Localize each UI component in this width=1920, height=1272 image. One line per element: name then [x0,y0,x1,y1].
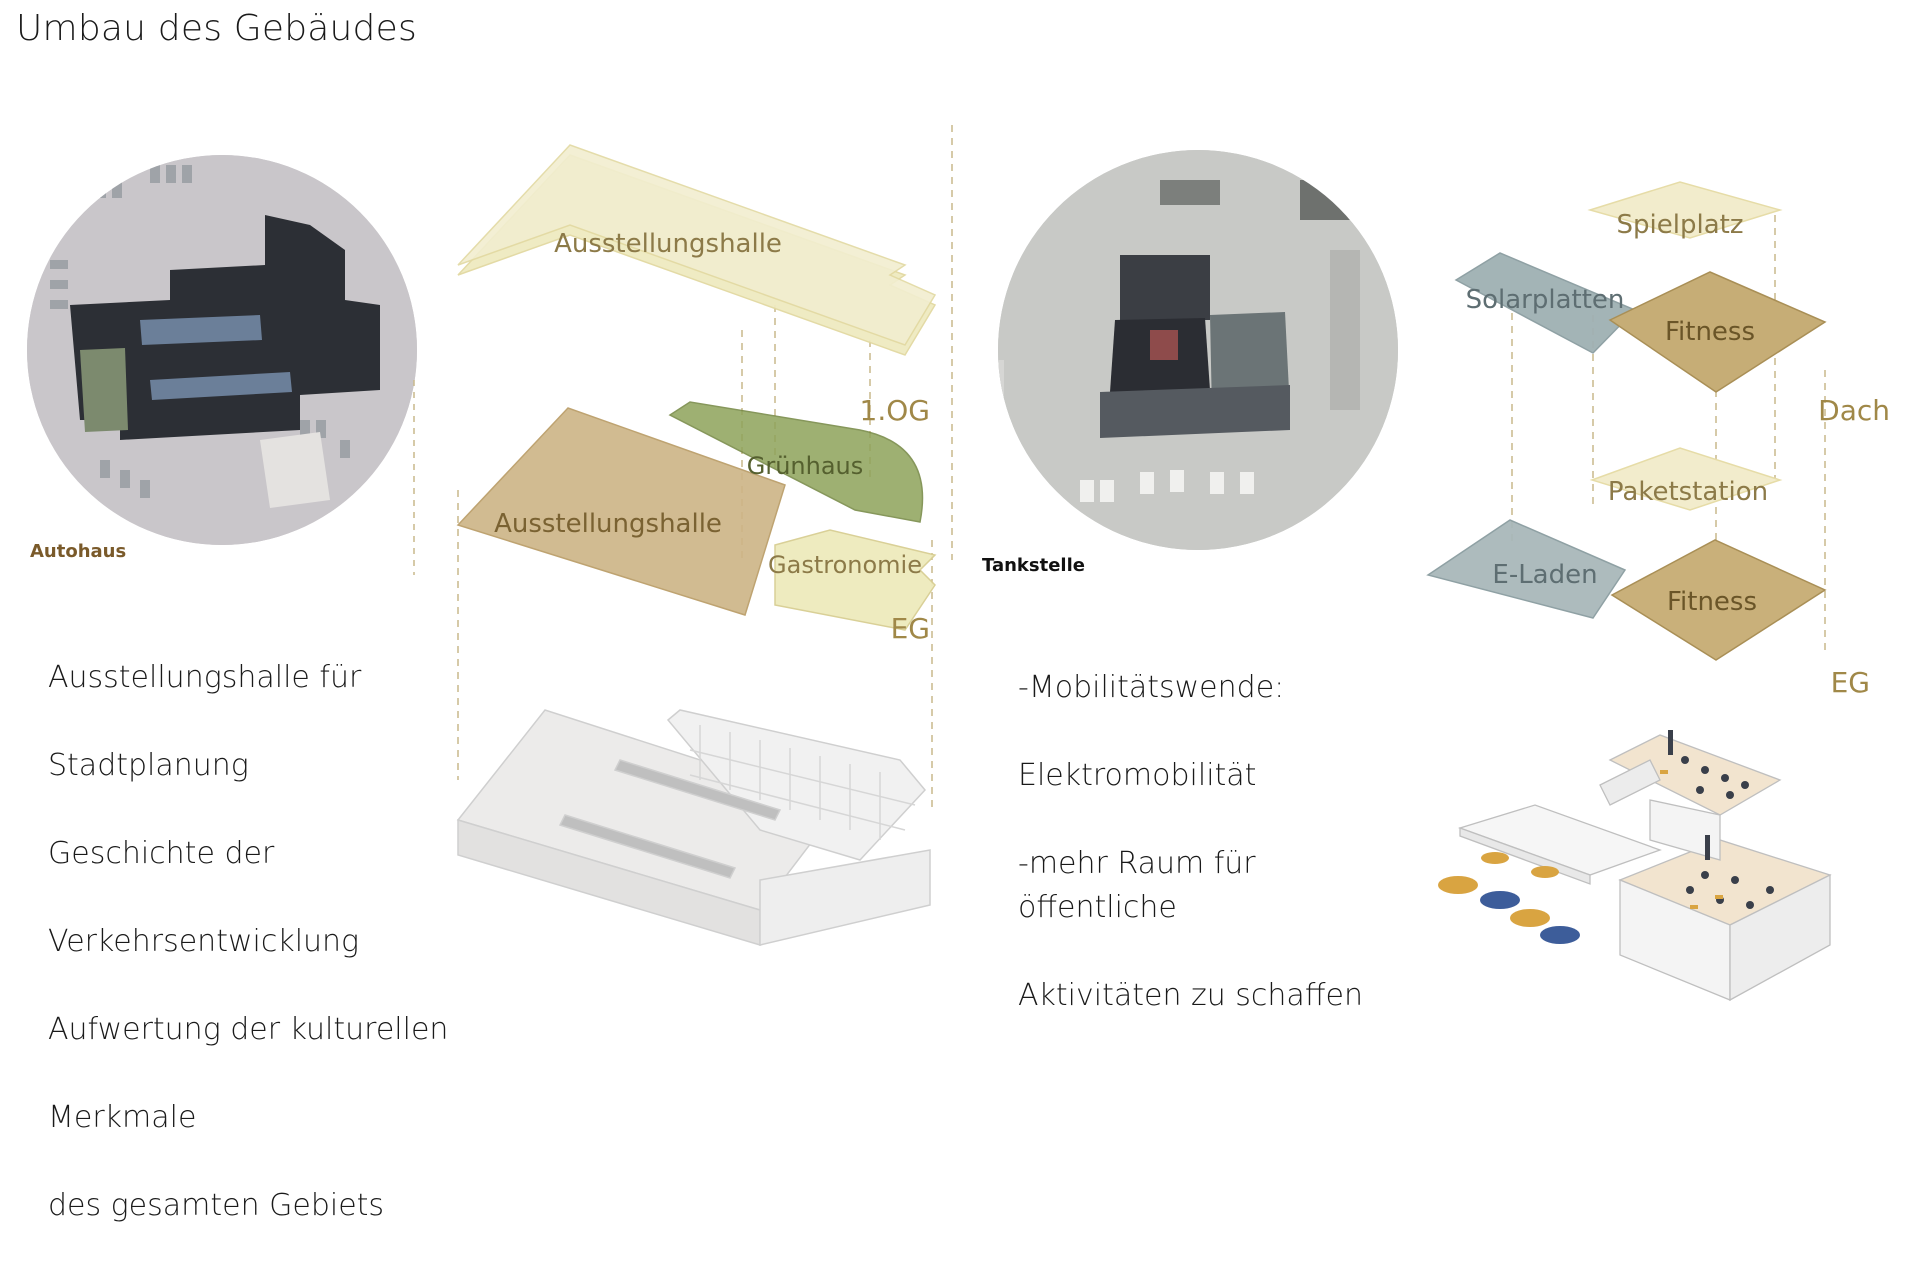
aerial-photo-tankstelle [998,150,1398,550]
label-upper-ausstellungshalle: Ausstellungshalle [554,229,782,259]
caption-tankstelle: Tankstelle [982,555,1085,576]
label-level-1og: 1.OG [860,394,930,427]
aerial-photo-autohaus [27,155,417,545]
label-level-dach: Dach [1818,394,1890,427]
plane-paketstation [1589,447,1783,511]
page-title: Umbau des Gebäudes [16,8,417,49]
diagram-left: Ausstellungshalle 1.OG Grünhaus Ausstell… [456,125,953,947]
description-line: -mehr Raum für öffentliche [1018,846,1256,925]
description-line: Stadtplanung [48,748,249,783]
label-lower-ausstellungshalle: Ausstellungshalle [494,509,722,539]
label-level-eg-right: EG [1831,666,1870,699]
building-volume-autohaus [456,709,931,947]
description-line: Geschichte der [48,836,275,871]
plane-fitness-eg [1610,539,1827,661]
plane-spielplatz [1587,181,1783,239]
plane-gastronomie [774,529,937,631]
description-line: Verkehrsentwicklung [48,924,360,959]
description-tankstelle: -Mobilitätswende: Elektromobilität -mehr… [1018,622,1418,1062]
label-e-laden: E-Laden [1492,560,1597,590]
description-autohaus: Ausstellungshalle für Stadtplanung Gesch… [48,612,468,1272]
diagram-canvas: Ausstellungshalle 1.OG Grünhaus Ausstell… [27,125,1890,1002]
description-line: Aktivitäten zu schaffen [1018,978,1363,1013]
label-gruenhaus: Grünhaus [747,452,864,480]
label-spielplatz: Spielplatz [1617,210,1744,240]
description-line: Aufwertung der kulturellen [48,1012,449,1047]
label-level-eg-left: EG [891,612,930,645]
label-fitness-eg: Fitness [1667,587,1757,617]
description-line: des gesamten Gebiets [48,1188,385,1223]
label-paketstation: Paketstation [1608,477,1768,507]
description-line: Ausstellungshalle für [48,660,362,695]
building-volume-tankstelle [1438,730,1832,1002]
label-gastronomie: Gastronomie [768,551,922,579]
description-line: -Mobilitätswende: [1018,670,1285,705]
plane-fitness-roof [1608,271,1827,393]
description-line: Elektromobilität [1018,758,1257,793]
diagram-right: Spielplatz Solarplatten Fitness Dach Pak… [1426,181,1890,1002]
plane-ausstellungshalle-eg [456,407,786,616]
plane-gruenhaus [668,401,924,523]
description-line: Merkmale [48,1100,197,1135]
label-fitness-roof: Fitness [1665,317,1755,347]
label-solarplatten: Solarplatten [1466,285,1625,315]
plane-e-laden [1426,519,1627,619]
caption-autohaus: Autohaus [30,541,127,562]
